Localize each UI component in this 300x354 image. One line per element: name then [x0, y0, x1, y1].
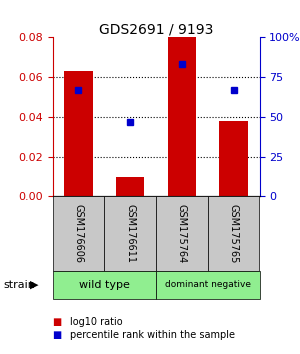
Text: ■: ■: [52, 317, 62, 327]
Text: ■: ■: [52, 330, 62, 339]
Bar: [64, 71, 93, 196]
Text: GSM176606: GSM176606: [74, 204, 83, 263]
Bar: [219, 121, 248, 196]
Text: wild type: wild type: [79, 280, 130, 290]
Text: GSM176611: GSM176611: [125, 204, 135, 263]
Title: GDS2691 / 9193: GDS2691 / 9193: [99, 22, 213, 36]
Text: GSM175764: GSM175764: [177, 204, 187, 263]
Text: strain: strain: [3, 280, 35, 290]
Text: log10 ratio: log10 ratio: [70, 317, 123, 327]
Text: GSM175765: GSM175765: [229, 204, 238, 263]
Bar: [168, 37, 196, 196]
Text: ▶: ▶: [30, 280, 39, 290]
Bar: [116, 177, 144, 196]
Text: dominant negative: dominant negative: [165, 280, 251, 290]
Text: percentile rank within the sample: percentile rank within the sample: [70, 330, 236, 339]
